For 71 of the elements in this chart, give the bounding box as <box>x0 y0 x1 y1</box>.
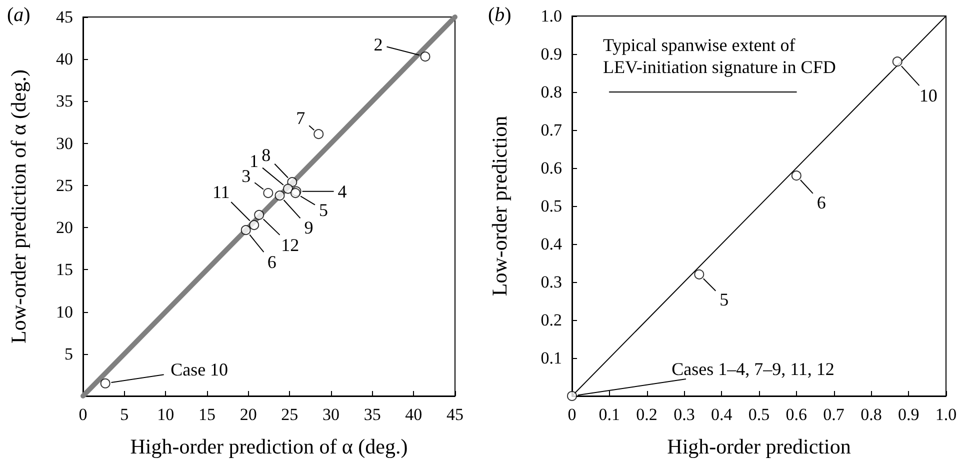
annotation: Typical spanwise extent of LEV-initiation signature in CFD <box>603 35 836 77</box>
annotation: 5 <box>720 289 729 310</box>
chart-title: (b) <box>488 4 512 26</box>
x-tick-label: 0.9 <box>898 405 920 424</box>
point <box>254 210 264 220</box>
chart-title: (a) <box>7 4 30 26</box>
y-tick-label: 45 <box>56 8 73 26</box>
y-tick-label: 15 <box>56 260 73 280</box>
x-tick-label: 5 <box>120 405 129 424</box>
annotation: 1 <box>250 150 259 171</box>
x-axis-title: High-order prediction <box>667 434 852 458</box>
annotation: Case 10 <box>170 359 228 380</box>
x-tick-label: 0 <box>568 405 576 424</box>
x-tick-label: 0.1 <box>598 405 620 424</box>
y-tick-label: 0.4 <box>540 234 562 254</box>
annotation: 9 <box>304 218 314 238</box>
x-tick-label: 0.7 <box>823 405 845 424</box>
annotation: 4 <box>338 181 347 202</box>
y-tick-label: 0.2 <box>540 310 562 330</box>
y-tick-label: 0.7 <box>540 120 562 140</box>
y-tick-label: 1.0 <box>540 6 562 26</box>
y-tick-label: 10 <box>56 302 73 322</box>
y-tick-label: 0.1 <box>540 348 562 368</box>
annotation: 8 <box>262 145 271 166</box>
point <box>240 225 251 236</box>
x-tick-label: 30 <box>322 405 340 424</box>
x-tick-label: 25 <box>281 405 298 424</box>
x-tick-label: 35 <box>364 405 381 424</box>
x-tick-label: 15 <box>198 405 216 424</box>
y-tick-label: 35 <box>56 92 73 111</box>
x-tick-label: 1.0 <box>935 405 957 424</box>
annotation: Cases 1–4, 7–9, 11, 12 <box>672 359 834 379</box>
y-tick-label: 0.3 <box>540 272 562 292</box>
x-axis-title: High-order prediction of α (deg.) <box>130 434 408 458</box>
annotation: 6 <box>267 252 276 272</box>
annotation: 5 <box>318 200 328 220</box>
y-tick-label: 30 <box>56 134 73 153</box>
point <box>249 220 260 230</box>
x-tick-label: 10 <box>157 405 174 424</box>
point <box>892 56 902 67</box>
x-tick-label: 0 <box>78 405 88 424</box>
y-axis-title: Low-order prediction <box>488 115 512 296</box>
y-tick-label: 5 <box>64 344 73 364</box>
y-tick-label: 40 <box>56 50 73 69</box>
y-tick-label: 0.8 <box>540 82 562 102</box>
point <box>287 177 298 188</box>
x-tick-label: 45 <box>446 405 464 424</box>
x-tick-label: 0.3 <box>674 405 695 424</box>
annotation: 3 <box>242 166 251 186</box>
point <box>567 391 577 401</box>
point <box>283 184 294 194</box>
x-tick-label: 0.6 <box>786 405 808 424</box>
x-tick-label: 40 <box>405 405 422 424</box>
x-tick-label: 0.8 <box>860 405 882 424</box>
annotation: 2 <box>374 34 383 55</box>
y-tick-label: 0.9 <box>540 44 562 64</box>
annotation: 11 <box>212 182 230 202</box>
y-axis-title: Low-order prediction of α (deg.) <box>6 70 30 344</box>
annotation: 10 <box>919 86 938 106</box>
annotation: 12 <box>281 234 300 255</box>
annotation: 6 <box>816 192 826 213</box>
y-tick-label: 25 <box>56 176 73 195</box>
x-tick-label: 0.2 <box>636 405 658 424</box>
y-tick-label: 0.6 <box>540 158 562 178</box>
annotation: 7 <box>296 108 306 128</box>
x-tick-label: 0.4 <box>710 405 733 424</box>
y-tick-label: 0.5 <box>540 196 562 216</box>
point <box>274 190 285 201</box>
x-tick-label: 0.5 <box>748 405 770 424</box>
y-tick-label: 20 <box>56 218 73 238</box>
x-tick-label: 20 <box>240 405 257 424</box>
